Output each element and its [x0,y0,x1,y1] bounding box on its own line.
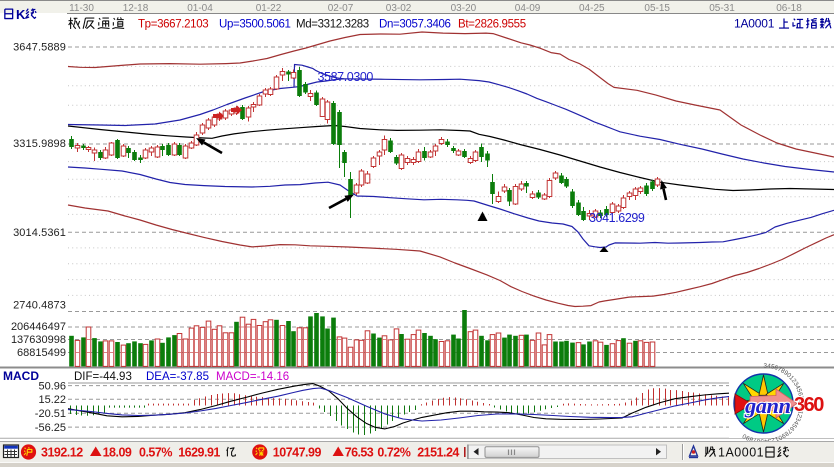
svg-text:01-04: 01-04 [187,3,213,14]
svg-text:3041.6299: 3041.6299 [589,211,645,225]
svg-text:3014.5361: 3014.5361 [13,227,66,239]
svg-text:04-25: 04-25 [579,3,605,14]
svg-text:MACD=-14.16: MACD=-14.16 [216,371,289,383]
svg-text:05-31: 05-31 [709,3,735,14]
svg-text:2151.24: 2151.24 [417,446,459,460]
svg-text:06-18: 06-18 [776,3,802,14]
svg-text:Dn=3057.3406: Dn=3057.3406 [379,19,451,31]
svg-text:206446497: 206446497 [11,321,66,333]
svg-text:137630998: 137630998 [11,334,66,346]
svg-text:03-20: 03-20 [451,3,477,14]
svg-text:360: 360 [794,394,824,416]
svg-text:11-30: 11-30 [69,3,94,14]
svg-text:12-18: 12-18 [123,3,149,14]
svg-text:03-02: 03-02 [386,3,412,14]
svg-text:K: K [16,7,26,22]
svg-text:-56.25: -56.25 [35,422,66,434]
svg-text:Up=3500.5061: Up=3500.5061 [219,19,291,31]
svg-text:1A0001: 1A0001 [718,446,764,460]
svg-text:0.72%: 0.72% [377,446,410,460]
svg-text:Bt=2826.9555: Bt=2826.9555 [458,19,526,31]
svg-text:Md=3312.3283: Md=3312.3283 [296,19,369,31]
svg-text:0.57%: 0.57% [139,446,172,460]
svg-text:MACD: MACD [3,369,39,383]
svg-text:3587.0300: 3587.0300 [318,70,374,84]
svg-text:15.22: 15.22 [38,394,66,406]
svg-text:3315.9898: 3315.9898 [13,138,66,150]
svg-text:01-22: 01-22 [256,3,282,14]
svg-text:2740.4873: 2740.4873 [13,300,66,312]
svg-text:02-07: 02-07 [328,3,354,14]
svg-text:Tp=3667.2103: Tp=3667.2103 [138,19,208,31]
svg-text:1629.91: 1629.91 [178,446,220,460]
svg-text:1A0001: 1A0001 [734,17,775,31]
svg-text:DEA=-37.85: DEA=-37.85 [146,371,209,383]
svg-text:04-09: 04-09 [515,3,541,14]
svg-text:gann: gann [744,393,791,418]
svg-text:68815499: 68815499 [17,347,66,359]
svg-text:76.53: 76.53 [345,446,374,460]
svg-text:18.09: 18.09 [103,446,132,460]
svg-text:05-15: 05-15 [644,3,670,14]
svg-text:-20.51: -20.51 [35,408,66,420]
svg-text:10747.99: 10747.99 [273,446,322,460]
svg-text:3647.5889: 3647.5889 [13,42,66,54]
svg-text:3192.12: 3192.12 [41,446,83,460]
svg-text:50.96: 50.96 [38,380,66,392]
svg-text:DIF=-44.93: DIF=-44.93 [74,371,132,383]
